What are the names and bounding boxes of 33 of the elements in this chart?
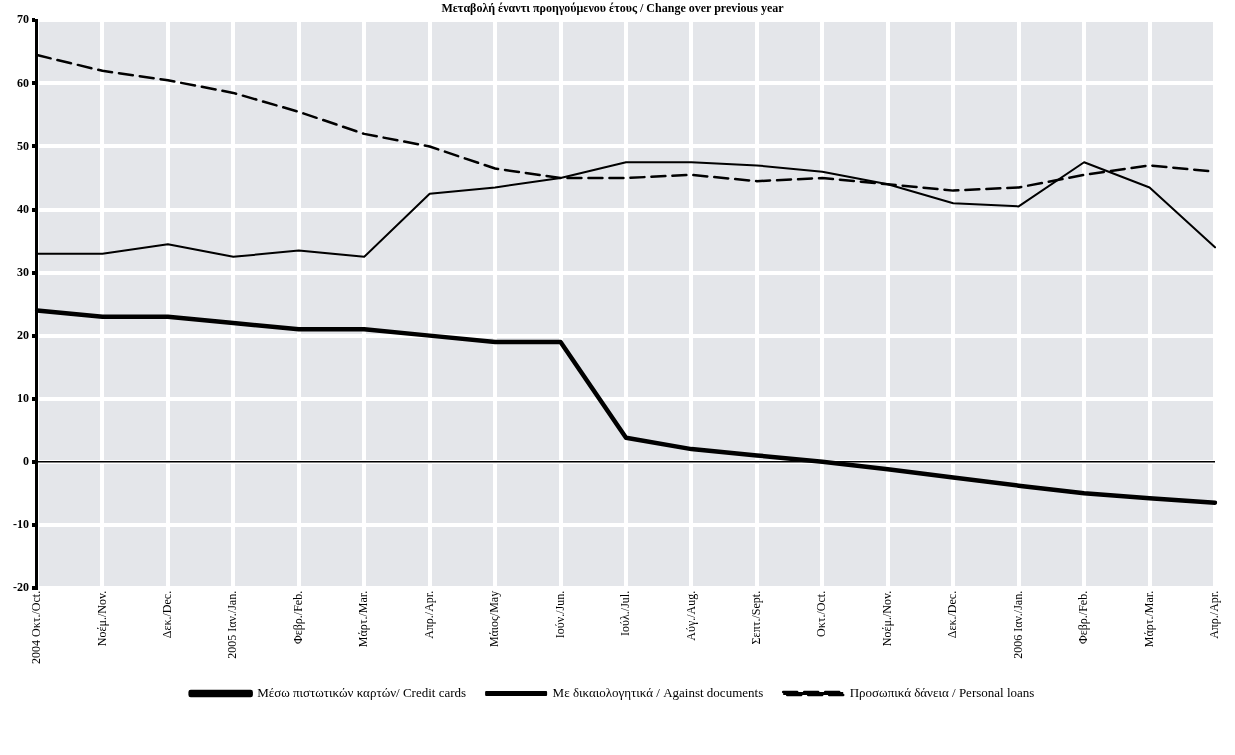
x-tick-label: Αύγ./Aug. xyxy=(683,590,698,641)
y-tick-label: 0 xyxy=(23,453,29,468)
x-tick-label: Ιούλ./Jul. xyxy=(618,590,633,636)
x-tick-label: 2004 Οκτ./Oct. xyxy=(29,590,44,665)
legend-label: Με δικαιολογητικά / Against documents xyxy=(552,684,764,700)
y-tick-label: -20 xyxy=(13,579,29,594)
y-tick-label: -10 xyxy=(13,516,29,531)
x-tick-label: Μάρτ./Mar. xyxy=(356,590,371,648)
x-tick-label: Σεπτ./Sept. xyxy=(749,590,764,645)
x-tick-label: Ιούν./Jun. xyxy=(552,590,567,639)
y-tick-label: 70 xyxy=(17,12,29,27)
x-tick-label: Δεκ./Dec. xyxy=(160,590,175,639)
y-tick-label: 30 xyxy=(17,264,29,279)
chart-title: Μεταβολή έναντι προηγούμενου έτους / Change over previous year xyxy=(441,1,785,16)
x-tick-label: 2006 Ιαν./Jan. xyxy=(1010,590,1025,659)
y-tick-label: 20 xyxy=(17,327,29,342)
x-tick-label: Νοέμ./Nov. xyxy=(879,590,894,647)
legend-label: Μέσω πιστωτικών καρτών/ Credit cards xyxy=(257,684,467,700)
x-tick-label: Απρ./Apr. xyxy=(421,590,436,639)
x-tick-label: Μάρτ./Mar. xyxy=(1141,590,1156,648)
x-tick-label: Μάιος/May xyxy=(487,590,502,648)
y-tick-label: 10 xyxy=(17,390,29,405)
x-tick-label: Φεβρ./Feb. xyxy=(290,590,305,645)
x-tick-label: 2005 Ιαν./Jan. xyxy=(225,590,240,659)
x-tick-label: Απρ./Apr. xyxy=(1207,590,1222,639)
legend-label: Προσωπικά δάνεια / Personal loans xyxy=(849,684,1035,700)
x-tick-label: Δεκ./Dec. xyxy=(945,590,960,639)
y-tick-label: 60 xyxy=(17,75,29,90)
x-tick-label: Φεβρ./Feb. xyxy=(1076,590,1091,645)
x-tick-label: Νοέμ./Nov. xyxy=(94,590,109,647)
y-tick-label: 50 xyxy=(17,138,29,153)
y-tick-label: 40 xyxy=(17,201,29,216)
x-tick-label: Οκτ./Oct. xyxy=(814,590,829,638)
